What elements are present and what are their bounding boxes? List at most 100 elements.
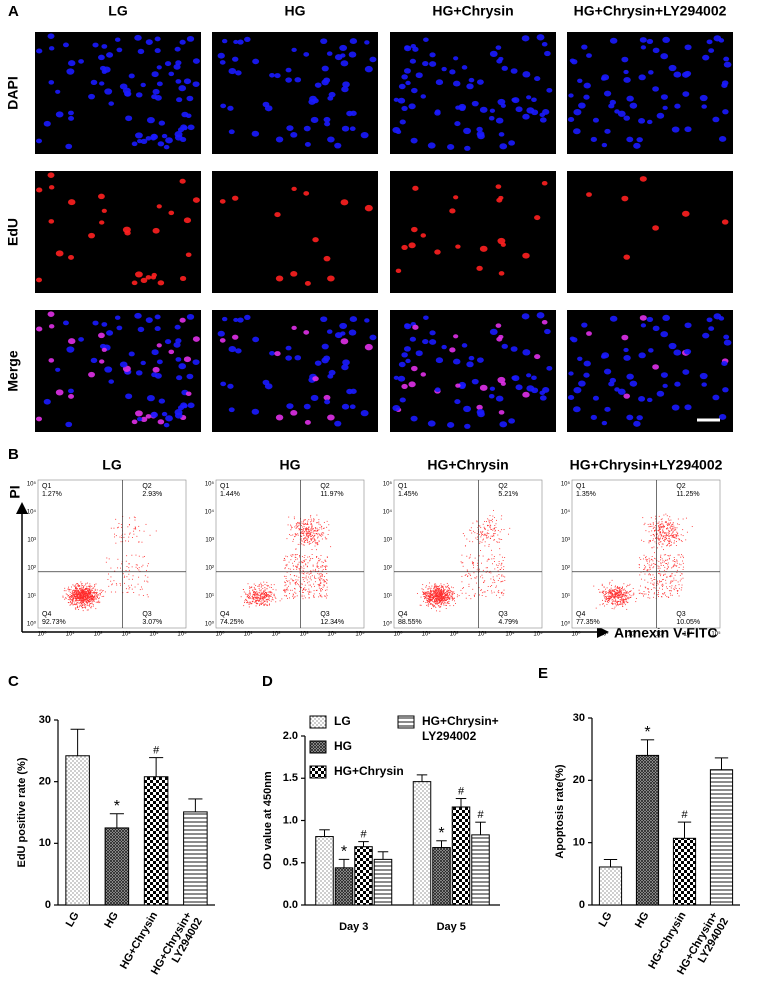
event-dot bbox=[255, 597, 257, 599]
nucleus bbox=[217, 330, 225, 337]
nucleus bbox=[723, 339, 732, 346]
event-dot bbox=[624, 594, 626, 596]
event-dot bbox=[72, 599, 74, 601]
event-dot bbox=[94, 592, 96, 594]
nucleus bbox=[660, 372, 668, 378]
event-dot bbox=[305, 589, 307, 591]
event-dot bbox=[621, 596, 622, 598]
event-dot bbox=[80, 587, 82, 589]
event-dot bbox=[312, 532, 314, 534]
event-dot bbox=[667, 564, 669, 566]
nucleus bbox=[67, 338, 76, 345]
event-dot bbox=[665, 582, 667, 584]
event-dot bbox=[324, 536, 326, 538]
event-dot bbox=[675, 565, 677, 567]
event-dot bbox=[287, 589, 289, 591]
event-dot bbox=[665, 533, 667, 535]
event-dot bbox=[644, 579, 646, 581]
event-dot bbox=[612, 594, 613, 595]
event-dot bbox=[134, 517, 136, 519]
event-dot bbox=[672, 535, 674, 537]
event-dot bbox=[295, 523, 297, 525]
event-dot bbox=[669, 557, 671, 559]
event-dot bbox=[429, 590, 431, 592]
event-dot bbox=[422, 594, 424, 595]
event-dot bbox=[445, 608, 447, 609]
event-dot bbox=[80, 598, 82, 600]
event-dot bbox=[666, 577, 668, 578]
event-dot bbox=[674, 559, 676, 560]
event-dot bbox=[319, 527, 321, 529]
event-dot bbox=[243, 605, 245, 607]
event-dot bbox=[269, 586, 271, 588]
event-dot bbox=[318, 557, 320, 559]
event-dot bbox=[614, 606, 616, 608]
event-dot bbox=[72, 584, 74, 586]
event-dot bbox=[133, 528, 135, 530]
event-dot bbox=[423, 591, 425, 593]
event-dot bbox=[627, 596, 629, 598]
event-dot bbox=[671, 525, 673, 527]
event-dot bbox=[74, 592, 76, 594]
event-dot bbox=[682, 529, 684, 531]
event-dot bbox=[326, 556, 328, 558]
event-dot bbox=[617, 597, 619, 598]
event-dot bbox=[663, 575, 664, 576]
event-dot bbox=[428, 594, 430, 596]
event-dot bbox=[674, 586, 676, 588]
event-dot bbox=[477, 565, 479, 567]
event-dot bbox=[435, 598, 437, 600]
event-dot bbox=[117, 567, 119, 569]
event-dot bbox=[325, 595, 327, 597]
event-dot bbox=[252, 589, 254, 591]
event-dot bbox=[324, 595, 325, 597]
event-dot bbox=[628, 597, 630, 599]
event-dot bbox=[294, 554, 296, 556]
nucleus bbox=[146, 116, 155, 124]
micrograph bbox=[390, 171, 556, 293]
event-dot bbox=[303, 528, 305, 530]
event-dot bbox=[252, 597, 254, 599]
event-dot bbox=[619, 593, 621, 595]
nucleus bbox=[185, 252, 192, 258]
event-dot bbox=[264, 597, 266, 599]
nucleus bbox=[101, 322, 108, 327]
event-dot bbox=[643, 564, 645, 566]
event-dot bbox=[305, 524, 307, 525]
event-dot bbox=[139, 570, 141, 572]
event-dot bbox=[99, 593, 101, 595]
nucleus bbox=[476, 265, 483, 271]
event-dot bbox=[134, 519, 136, 521]
event-dot bbox=[80, 600, 82, 602]
event-dot bbox=[295, 525, 297, 527]
event-dot bbox=[250, 602, 252, 604]
event-dot bbox=[305, 523, 306, 524]
event-dot bbox=[88, 596, 90, 598]
event-dot bbox=[81, 592, 83, 594]
event-dot bbox=[253, 583, 255, 585]
event-dot bbox=[82, 594, 84, 595]
event-dot bbox=[622, 594, 624, 595]
nucleus bbox=[310, 394, 319, 402]
event-dot bbox=[275, 601, 277, 603]
nucleus bbox=[411, 226, 418, 233]
event-dot bbox=[647, 559, 649, 561]
nucleus bbox=[522, 113, 530, 120]
event-dot bbox=[88, 595, 89, 597]
nucleus bbox=[638, 352, 646, 359]
event-dot bbox=[673, 557, 675, 558]
event-dot bbox=[324, 589, 326, 591]
nucleus bbox=[303, 330, 310, 335]
event-dot bbox=[103, 595, 105, 597]
nucleus bbox=[609, 37, 618, 44]
event-dot bbox=[673, 525, 675, 527]
event-dot bbox=[654, 530, 655, 532]
nucleus bbox=[464, 145, 471, 151]
event-dot bbox=[640, 578, 642, 580]
event-dot bbox=[663, 540, 665, 542]
event-dot bbox=[248, 596, 250, 598]
event-dot bbox=[666, 596, 668, 598]
event-dot bbox=[85, 589, 87, 590]
event-dot bbox=[299, 590, 301, 592]
event-dot bbox=[614, 594, 616, 596]
